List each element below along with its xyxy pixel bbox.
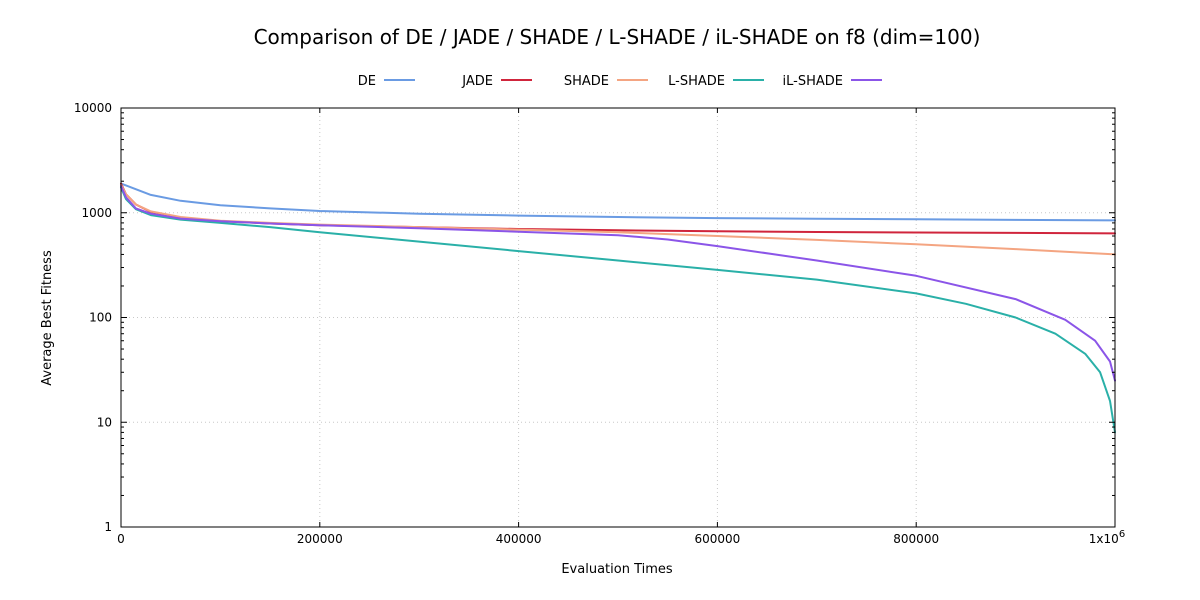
legend-label-l-shade: L-SHADE	[668, 74, 725, 89]
series-line-l-shade	[120, 186, 1116, 434]
x-axis-label: Evaluation Times	[561, 562, 673, 577]
x-tick-label: 0	[117, 532, 125, 546]
y-tick-label: 100	[89, 311, 112, 325]
chart-title: Comparison of DE / JADE / SHADE / L-SHAD…	[254, 25, 981, 49]
y-tick-label: 10000	[74, 101, 112, 115]
x-tick-label: 800000	[893, 532, 939, 546]
x-axis-ticks: 0 200000 400000 600000 800000 1x106	[117, 108, 1125, 546]
legend-label-shade: SHADE	[564, 74, 609, 89]
series-line-il-shade	[120, 185, 1116, 382]
legend-label-il-shade: iL-SHADE	[783, 74, 843, 89]
legend-label-de: DE	[358, 74, 376, 89]
x-tick-label: 200000	[297, 532, 343, 546]
series-line-de	[120, 182, 1116, 222]
legend: DE JADE SHADE L-SHADE iL-SHADE	[358, 74, 882, 89]
y-tick-label: 10	[97, 415, 112, 429]
grid	[121, 108, 1115, 527]
y-axis-label: Average Best Fitness	[40, 250, 55, 386]
y-tick-label: 1	[104, 520, 112, 534]
series-group	[120, 182, 1116, 434]
x-tick-label-last: 1x106	[1089, 529, 1125, 546]
y-axis-ticks: 1 10 100 1000 10000	[74, 101, 1115, 534]
legend-label-jade: JADE	[461, 74, 493, 89]
x-tick-label: 400000	[496, 532, 542, 546]
y-tick-label: 1000	[81, 206, 112, 220]
x-tick-label: 600000	[694, 532, 740, 546]
